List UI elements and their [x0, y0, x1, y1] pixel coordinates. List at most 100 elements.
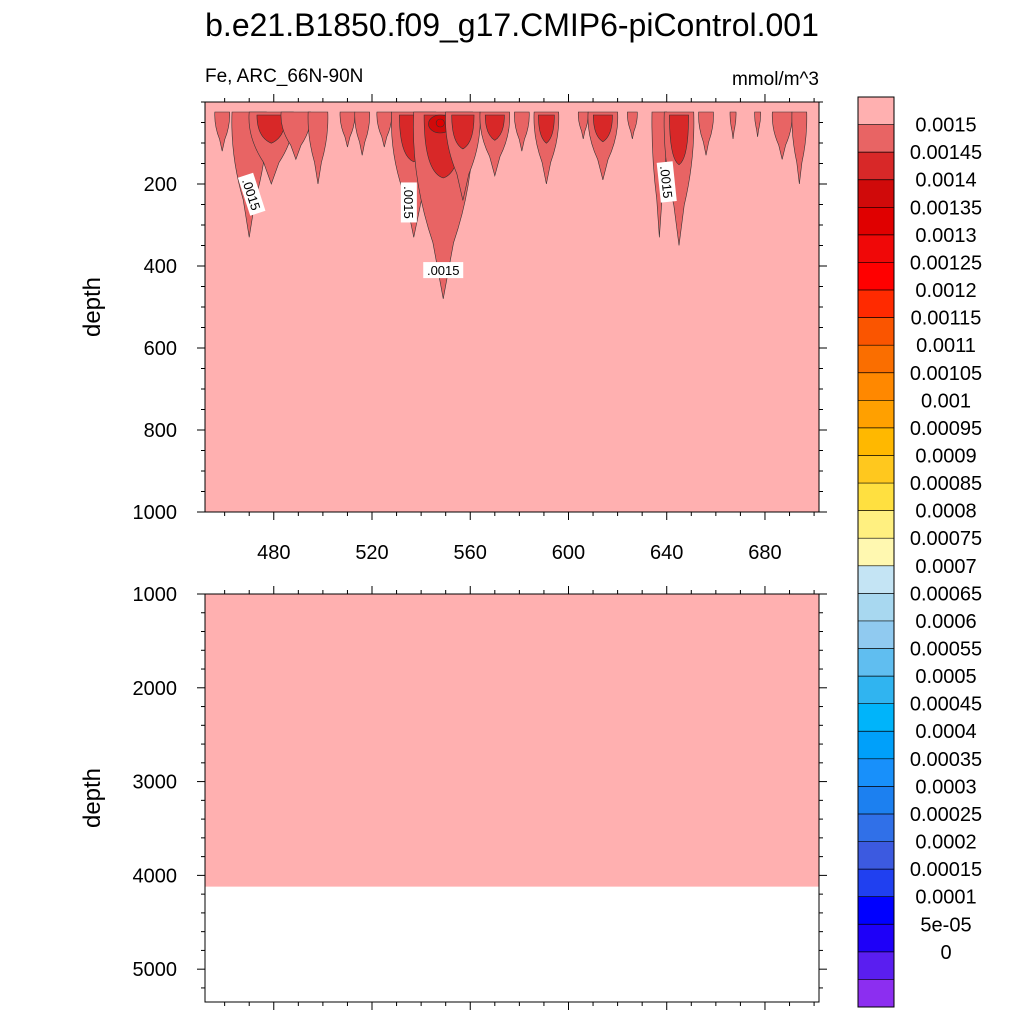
colorbar-swatch [858, 758, 894, 787]
contour-region [729, 111, 737, 139]
lower-fill [205, 594, 819, 887]
colorbar-swatch [858, 455, 894, 484]
lower-frame [204, 593, 820, 1003]
contour-region [627, 111, 638, 139]
contour-label-box [423, 262, 464, 279]
colorbar: 0.0015 0.00145 0.0014 0.00135 0.0013 0.00125 0… [857, 96, 982, 1008]
chart-title: b.e21.B1850.f09_g17.CMIP6-piControl.001 [205, 7, 819, 43]
colorbar-label: 0.0006 [915, 611, 976, 633]
colorbar-swatch [858, 179, 894, 208]
upper-fill [205, 102, 819, 512]
colorbar-swatch [858, 317, 894, 346]
colorbar-swatch [858, 262, 894, 291]
colorbar-swatch [858, 538, 894, 567]
x-tick-label: 480 [257, 542, 290, 564]
colorbar-label: 0.0005 [915, 666, 976, 688]
colorbar-label: 0.00065 [910, 583, 982, 605]
colorbar-label: 0.00075 [910, 528, 982, 550]
colorbar-swatch [858, 813, 894, 842]
colorbar-swatch [858, 951, 894, 980]
colorbar-swatch [858, 731, 894, 760]
colorbar-label: 0.00105 [910, 363, 982, 385]
colorbar-label: 0.0008 [915, 501, 976, 523]
colorbar-label: 0.0011 [916, 335, 976, 357]
y-tick-label: 200 [144, 174, 177, 196]
colorbar-label: 0.00045 [910, 694, 982, 716]
colorbar-label: 0.00055 [910, 639, 982, 661]
contour-region [354, 111, 370, 156]
colorbar-label: 0.0014 [915, 170, 976, 192]
contour-region [754, 111, 761, 137]
contour-region [791, 111, 808, 185]
y-tick-label: 2000 [133, 678, 178, 700]
contour-region [538, 114, 555, 144]
x-tick-label: 640 [650, 542, 683, 564]
colorbar-swatch [858, 565, 894, 594]
contour-label-box [237, 172, 266, 216]
colorbar-label: 0.0013 [915, 225, 976, 247]
x-tick-label: 680 [748, 542, 781, 564]
colorbar-label: 0.00025 [910, 804, 982, 826]
contour-region [592, 114, 613, 143]
contour-label-text: .0015 [657, 165, 675, 199]
colorbar-label: 0.0015 [915, 115, 976, 137]
colorbar-swatch [858, 786, 894, 815]
contour-label: .0015 [656, 161, 677, 203]
colorbar-swatch [858, 676, 894, 705]
contour-region [669, 114, 689, 166]
y-tick-label: 1000 [133, 584, 178, 606]
colorbar-label: 0.0002 [915, 832, 976, 854]
colorbar-swatch [858, 207, 894, 236]
colorbar-swatch [858, 593, 894, 622]
y-tick-label: 1000 [133, 502, 178, 524]
y-tick-label: 3000 [133, 772, 178, 794]
contour-label-box [400, 182, 417, 223]
colorbar-swatch [858, 372, 894, 401]
colorbar-label: 0.0004 [915, 721, 976, 743]
contour-label-text: .0015 [427, 263, 460, 278]
colorbar-swatch [858, 620, 894, 649]
colorbar-swatch [858, 124, 894, 153]
colorbar-swatch [858, 924, 894, 953]
colorbar-swatch [858, 510, 894, 539]
colorbar-label: 0.0001 [915, 887, 976, 909]
colorbar-label: 0.0012 [915, 280, 976, 302]
colorbar-label: 0.00115 [911, 308, 982, 330]
y-tick-label: 600 [144, 338, 177, 360]
colorbar-label: 0 [940, 942, 951, 964]
colorbar-label: 0.00135 [910, 197, 982, 219]
colorbar-swatch [858, 703, 894, 732]
y-axis-label: depth [79, 277, 106, 337]
colorbar-swatch [858, 896, 894, 925]
y-axis-label: depth [79, 768, 106, 828]
colorbar-swatch [858, 400, 894, 429]
colorbar-swatch [858, 979, 894, 1008]
contour-region [514, 111, 530, 152]
contour-region [451, 114, 475, 150]
contour-region [307, 111, 329, 185]
colorbar-swatch [858, 648, 894, 677]
y-tick-label: 400 [144, 256, 177, 278]
colorbar-swatch [858, 427, 894, 456]
contour-label: .0015 [423, 262, 464, 279]
colorbar-label: 0.00095 [910, 418, 982, 440]
colorbar-label: 0.00035 [910, 749, 982, 771]
contour-label: .0015 [400, 182, 417, 223]
colorbar-swatch [858, 345, 894, 374]
colorbar-swatch [858, 290, 894, 319]
units-label: mmol/m^3 [732, 69, 819, 90]
colorbar-label: 0.001 [921, 390, 971, 412]
lower-panel: 1000 2000 3000 4000 5000 depth [79, 584, 827, 1010]
y-tick-label: 800 [144, 420, 177, 442]
colorbar-label: 5e-05 [920, 914, 971, 936]
x-tick-label: 560 [454, 542, 487, 564]
colorbar-label: 0.00125 [910, 252, 982, 274]
colorbar-label: 0.0009 [915, 445, 976, 467]
colorbar-label: 0.00145 [910, 142, 982, 164]
colorbar-label: 0.00015 [910, 859, 982, 881]
contour-label-box [656, 161, 677, 203]
colorbar-swatch [858, 97, 894, 125]
variable-label: Fe, ARC_66N-90N [205, 66, 363, 87]
contour-region [484, 114, 505, 141]
